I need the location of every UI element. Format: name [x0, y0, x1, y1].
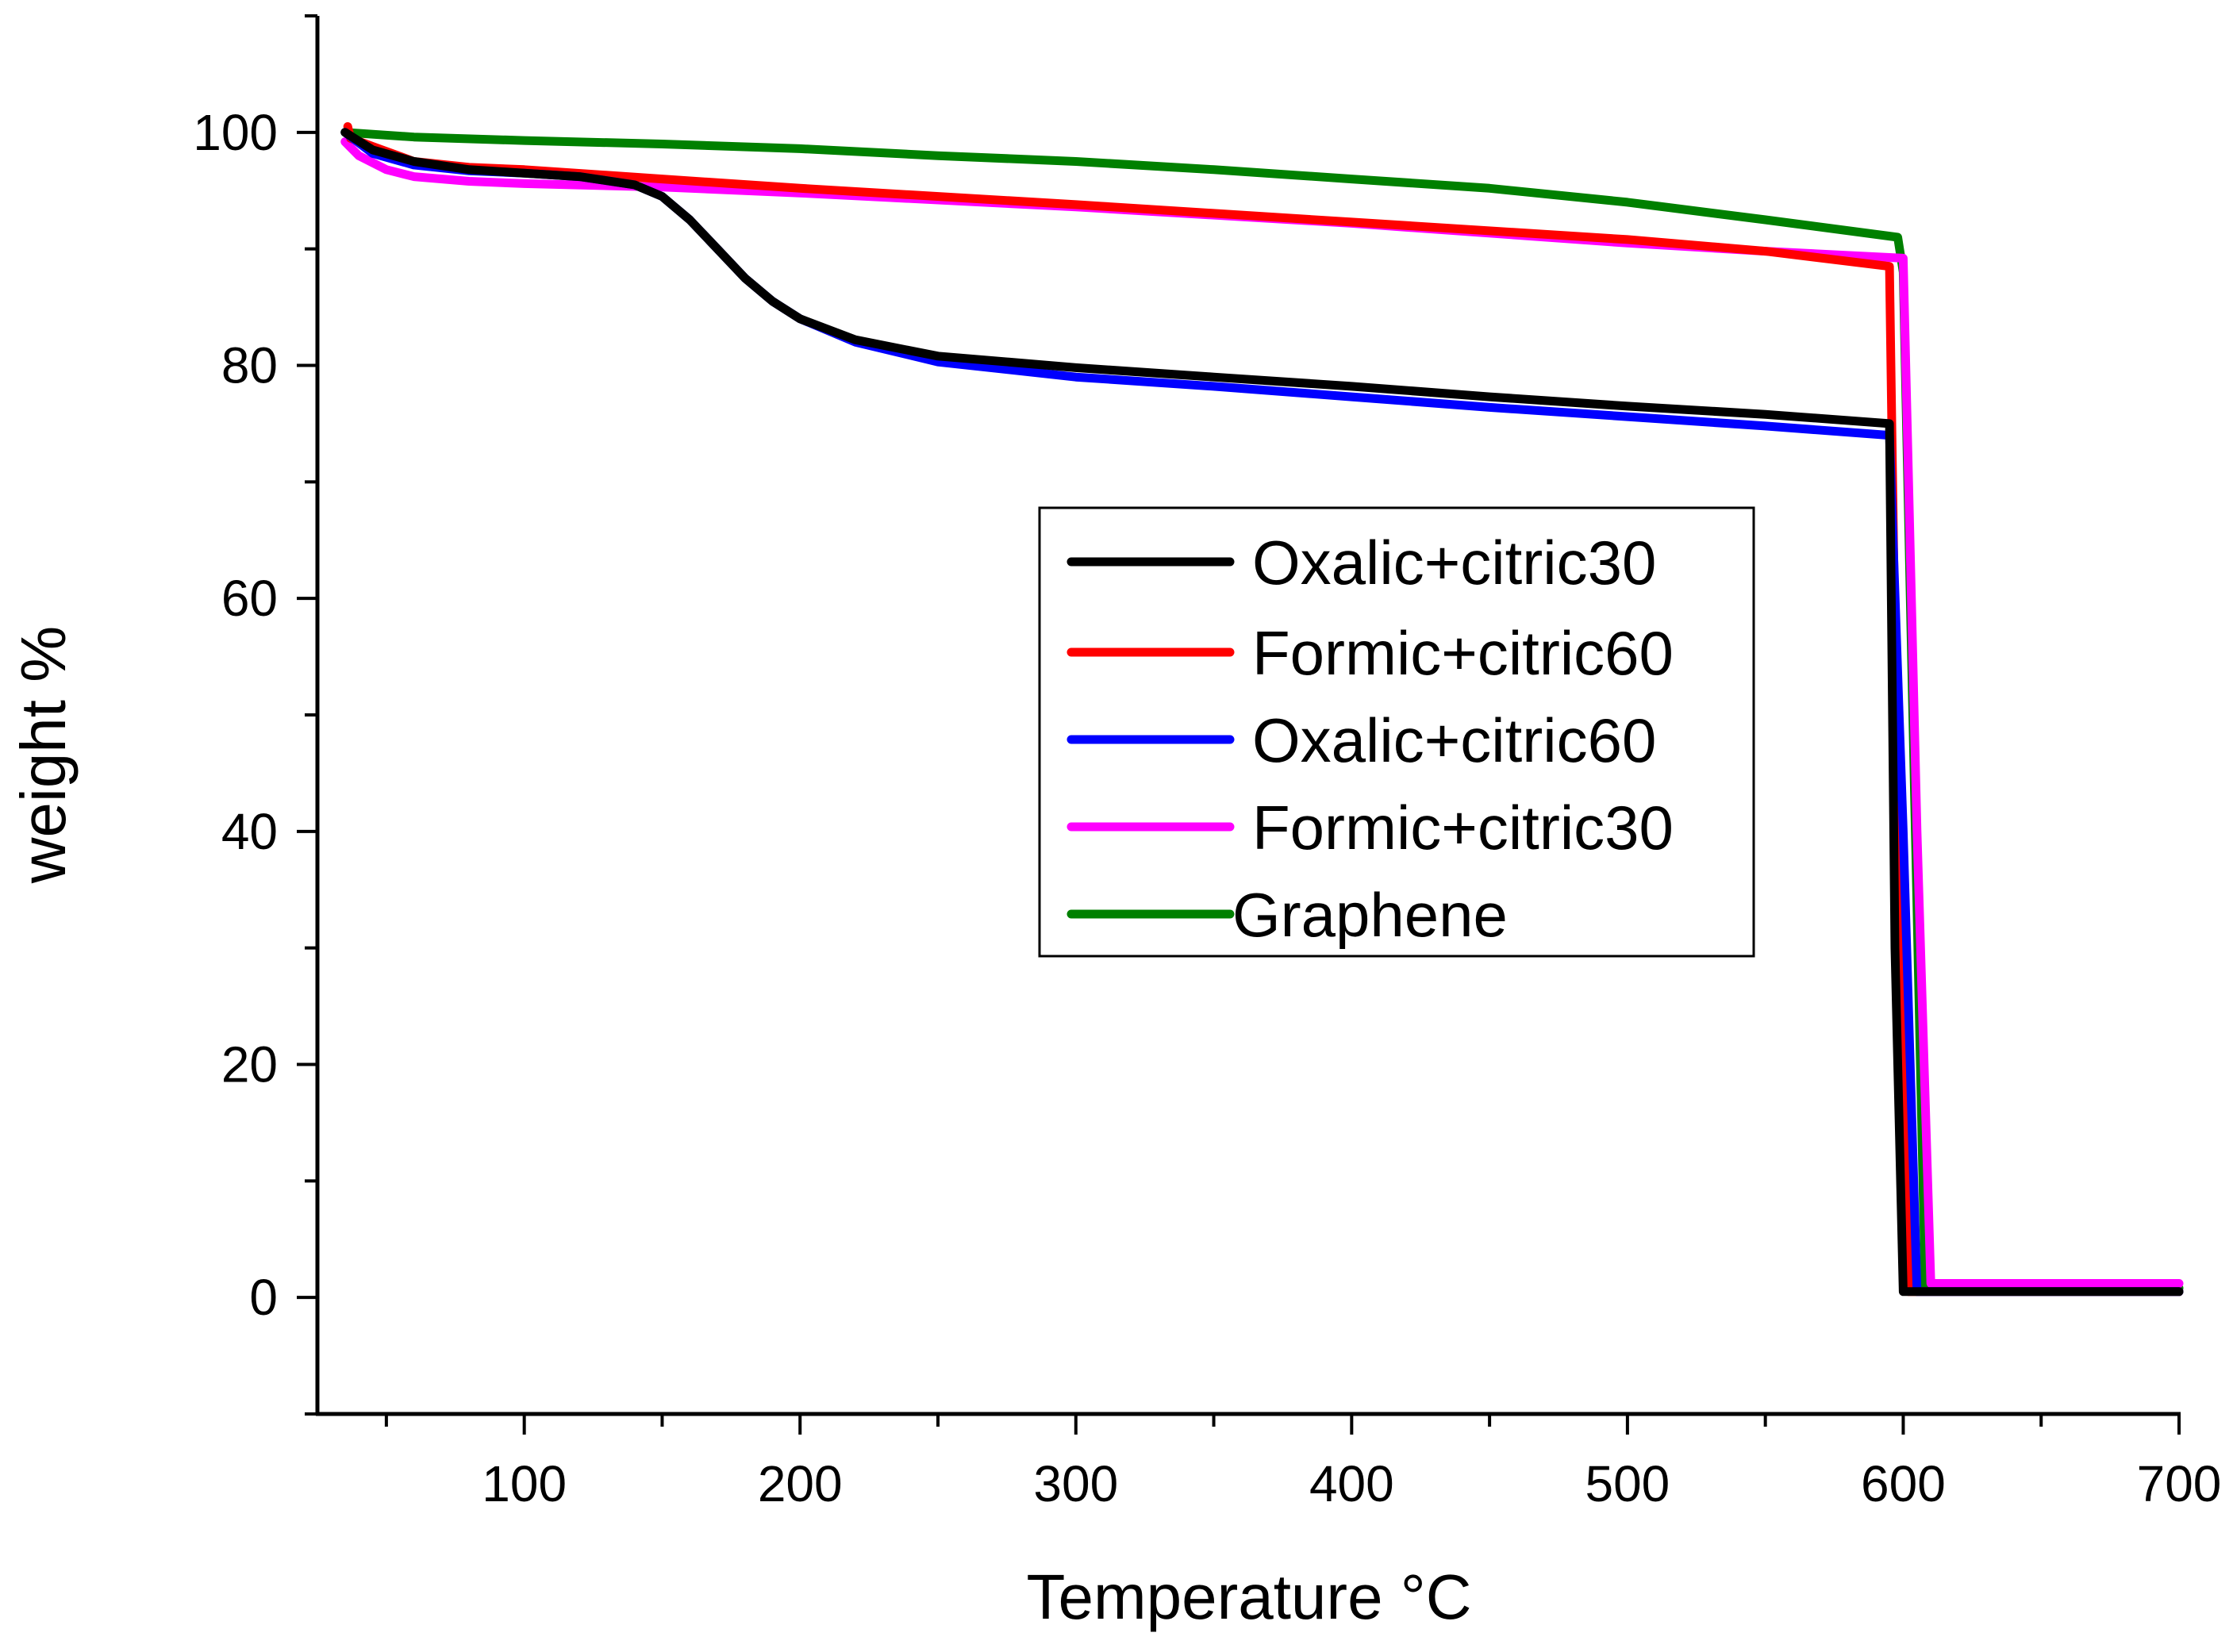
legend: Oxalic+citric30 Formic+citric60 Oxalic+cit…: [1038, 506, 1755, 958]
x-tick-label: 400: [1309, 1455, 1394, 1512]
x-tick-label: 300: [1033, 1455, 1118, 1512]
x-axis-title: Temperature °C: [1026, 1562, 1471, 1632]
x-tick-label: 600: [1861, 1455, 1946, 1512]
y-tick-label: 80: [221, 337, 278, 394]
x-tick-label: 200: [758, 1455, 843, 1512]
y-axis-title: weight %: [8, 626, 79, 885]
legend-label: Oxalic+citric30: [1252, 528, 1656, 597]
plot-axes: 0 20 40 60 80 100 100 200 300 400 500 600 700: [193, 14, 2222, 1512]
x-tick-label: 500: [1585, 1455, 1670, 1512]
legend-label: Graphene: [1232, 880, 1508, 950]
legend-label: Formic+citric30: [1252, 793, 1674, 862]
series-line-oxalic-citric30: [340, 128, 2184, 1297]
y-tick-label: 0: [249, 1269, 278, 1326]
legend-label: Formic+citric60: [1252, 618, 1674, 688]
x-tick-label: 100: [482, 1455, 567, 1512]
y-tick-label: 60: [221, 570, 278, 627]
y-tick-label: 20: [221, 1036, 278, 1093]
y-tick-label: 40: [221, 803, 278, 860]
series-layer: [340, 122, 2184, 1297]
y-tick-label: 100: [193, 104, 278, 161]
legend-box: [1038, 506, 1755, 958]
legend-label: Oxalic+citric60: [1252, 705, 1656, 775]
x-tick-label: 700: [2137, 1455, 2222, 1512]
